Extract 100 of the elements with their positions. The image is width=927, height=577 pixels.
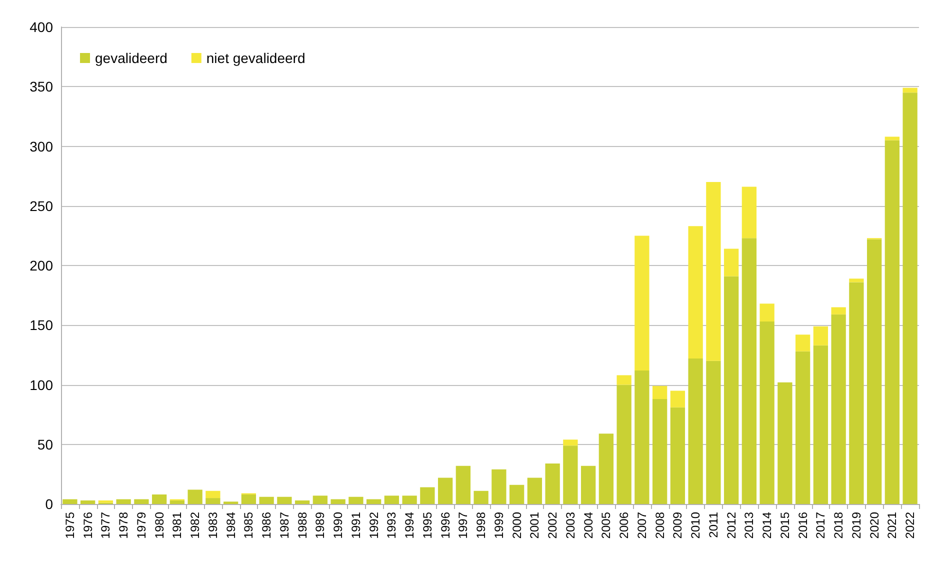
x-tick-label: 2005 bbox=[599, 512, 614, 539]
bar bbox=[706, 360, 721, 504]
x-tick-label: 1989 bbox=[313, 512, 328, 539]
bar bbox=[742, 186, 757, 238]
bar bbox=[634, 370, 650, 504]
x-tick-label: 2000 bbox=[510, 512, 524, 539]
bar bbox=[312, 496, 328, 504]
bar bbox=[866, 239, 882, 504]
bar bbox=[616, 384, 632, 504]
bar bbox=[348, 496, 364, 504]
bar bbox=[402, 496, 417, 504]
x-tick-label: 1997 bbox=[456, 512, 470, 539]
bar bbox=[456, 466, 471, 504]
bar bbox=[813, 326, 828, 346]
y-tick-label: 200 bbox=[30, 258, 54, 274]
bar bbox=[492, 469, 506, 504]
bar bbox=[831, 307, 846, 314]
x-tick-label: 1987 bbox=[277, 512, 292, 539]
bar bbox=[724, 276, 739, 504]
bar bbox=[760, 304, 774, 322]
bar bbox=[670, 407, 686, 504]
bar bbox=[902, 88, 918, 93]
x-tick-label: 1992 bbox=[366, 512, 381, 539]
y-tick-label: 100 bbox=[30, 376, 54, 393]
x-tick-label: 2018 bbox=[832, 512, 846, 539]
x-tick-label: 1984 bbox=[224, 512, 238, 539]
x-tick-label: 2010 bbox=[688, 512, 703, 539]
x-tick-label: 1977 bbox=[98, 512, 113, 539]
bar bbox=[884, 140, 900, 504]
x-tick-label: 1994 bbox=[402, 512, 417, 539]
bar bbox=[259, 496, 274, 504]
x-tick-label: 1998 bbox=[474, 512, 488, 539]
x-tick-label: 2012 bbox=[724, 512, 738, 539]
x-tick-label: 2001 bbox=[528, 512, 542, 539]
bar bbox=[384, 496, 400, 504]
bar bbox=[241, 494, 256, 504]
bar bbox=[760, 322, 774, 504]
bar bbox=[616, 375, 632, 385]
bar bbox=[795, 334, 810, 352]
x-tick-label: 1983 bbox=[206, 512, 220, 539]
bar bbox=[831, 314, 846, 504]
bar bbox=[509, 484, 524, 504]
y-tick-label: 300 bbox=[30, 138, 54, 154]
bar bbox=[884, 136, 900, 140]
bar bbox=[80, 500, 96, 504]
x-tick-label: 2013 bbox=[742, 512, 756, 539]
x-tick-label: 1981 bbox=[170, 512, 184, 539]
bar bbox=[170, 500, 185, 504]
x-tick-label: 1986 bbox=[260, 512, 274, 539]
bar bbox=[438, 478, 453, 504]
y-tick-label: 250 bbox=[30, 198, 54, 214]
y-tick-label: 350 bbox=[30, 78, 54, 95]
bar bbox=[294, 500, 310, 504]
x-tick-label: 2007 bbox=[634, 512, 649, 539]
y-tick-label: 0 bbox=[45, 496, 54, 512]
bar bbox=[527, 478, 542, 504]
bar bbox=[652, 399, 668, 504]
bar bbox=[724, 248, 739, 276]
x-tick-label: 2017 bbox=[814, 512, 828, 539]
x-tick-label: 1978 bbox=[116, 512, 131, 539]
x-tick-label: 2020 bbox=[867, 512, 882, 539]
bar bbox=[706, 182, 721, 361]
bar bbox=[277, 496, 292, 504]
x-tick-label: 1990 bbox=[331, 512, 346, 539]
x-tick-label: 2011 bbox=[706, 512, 720, 538]
bar bbox=[742, 238, 757, 504]
x-tick-label: 1995 bbox=[420, 512, 434, 539]
bar bbox=[778, 382, 792, 504]
bar bbox=[206, 498, 220, 504]
x-tick-label: 1982 bbox=[188, 512, 202, 539]
x-tick-label: 2009 bbox=[670, 512, 685, 539]
bar bbox=[670, 390, 686, 408]
x-tick-label: 1979 bbox=[134, 512, 148, 539]
bar bbox=[116, 499, 131, 504]
x-tick-label: 1996 bbox=[438, 512, 452, 539]
x-tick-label: 1975 bbox=[62, 512, 77, 539]
x-tick-label: 2022 bbox=[903, 512, 918, 539]
bar bbox=[98, 500, 114, 503]
x-tick-label: 2003 bbox=[563, 512, 578, 539]
bar bbox=[902, 92, 918, 504]
x-tick-label: 2014 bbox=[760, 512, 774, 539]
x-tick-label: 2004 bbox=[581, 512, 596, 539]
bar bbox=[688, 358, 703, 504]
bar bbox=[152, 494, 167, 504]
bar bbox=[652, 386, 668, 400]
legend-label: gevalideerd bbox=[95, 50, 168, 66]
bar bbox=[849, 278, 864, 282]
bar bbox=[598, 434, 614, 504]
bar bbox=[366, 499, 382, 504]
x-tick-label: 1991 bbox=[348, 512, 363, 539]
bar bbox=[134, 499, 149, 504]
x-tick-label: 2021 bbox=[885, 512, 900, 539]
bar bbox=[580, 466, 596, 504]
bar bbox=[206, 490, 220, 498]
y-tick-label: 150 bbox=[30, 317, 54, 334]
x-tick-label: 1993 bbox=[384, 512, 399, 539]
bar bbox=[474, 490, 488, 504]
x-tick-label: 1976 bbox=[80, 512, 95, 539]
x-tick-label: 2016 bbox=[796, 512, 810, 539]
bar bbox=[563, 440, 578, 446]
